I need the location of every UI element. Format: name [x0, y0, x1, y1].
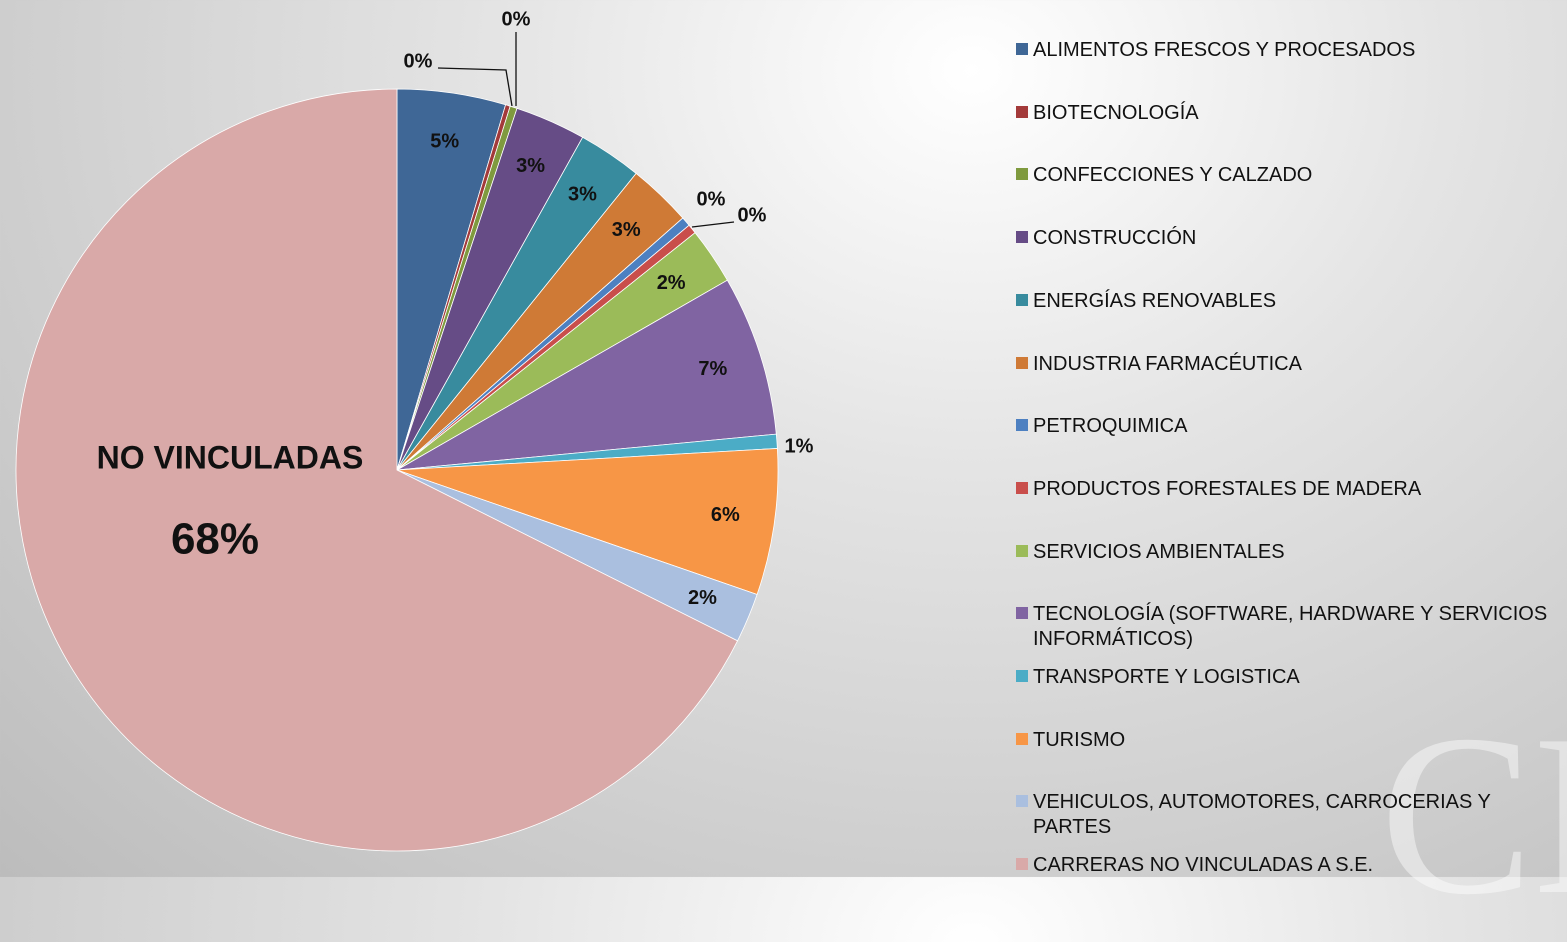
data-label: 0%: [502, 8, 531, 30]
legend-label: BIOTECNOLOGÍA: [1033, 101, 1199, 124]
data-label: 5%: [430, 130, 459, 152]
legend-item: CONFECCIONES Y CALZADO: [1016, 163, 1556, 188]
legend-label: TRANSPORTE Y LOGISTICA: [1033, 666, 1300, 688]
legend-label: TURISMO: [1033, 728, 1126, 751]
legend-item: TECNOLOGÍA (SOFTWARE, HARDWARE Y SERVICI…: [1016, 602, 1556, 652]
data-label: 7%: [698, 358, 727, 380]
pie-slice: [396, 448, 779, 596]
data-label: 68%: [171, 515, 259, 564]
legend-label: TECNOLOGÍA (SOFTWARE, HARDWARE Y SERVICI…: [1033, 603, 1548, 651]
legend-item: TURISMO: [1016, 728, 1556, 753]
leader-line: [437, 67, 513, 107]
legend-item: CARRERAS NO VINCULADAS A S.E.: [1016, 853, 1556, 878]
legend-swatch: [1016, 293, 1028, 306]
legend-label: CONSTRUCCIÓN: [1033, 227, 1197, 250]
legend-swatch: [1016, 356, 1028, 369]
legend-swatch: [1016, 858, 1028, 871]
legend-item: ALIMENTOS FRESCOS Y PROCESADOS: [1016, 38, 1556, 63]
data-label: 2%: [688, 587, 717, 609]
pie-slice: [396, 279, 777, 471]
data-label: 2%: [657, 272, 686, 294]
data-label: 6%: [711, 504, 740, 526]
legend-swatch: [1016, 544, 1028, 557]
legend-label: CARRERAS NO VINCULADAS A S.E.: [1033, 854, 1374, 877]
legend-swatch: [1016, 231, 1028, 244]
data-label: 0%: [697, 188, 726, 210]
legend-item: PETROQUIMICA: [1016, 414, 1556, 439]
data-label: 0%: [404, 50, 433, 72]
legend-swatch: [1016, 419, 1028, 432]
legend-label: ALIMENTOS FRESCOS Y PROCESADOS: [1033, 39, 1416, 61]
legend-swatch: [1016, 732, 1028, 745]
legend-item: SERVICIOS AMBIENTALES: [1016, 540, 1556, 565]
legend-swatch: [1016, 795, 1028, 808]
data-label: 3%: [516, 155, 545, 177]
legend-label: INDUSTRIA FARMACÉUTICA: [1033, 352, 1302, 375]
legend-label: SERVICIOS AMBIENTALES: [1033, 540, 1285, 563]
legend-label: VEHICULOS, AUTOMOTORES, CARROCERIAS Y PA…: [1033, 791, 1491, 839]
data-label: 3%: [612, 219, 641, 241]
legend-swatch: [1016, 481, 1028, 494]
pie-slice: [15, 88, 739, 852]
leader-line: [691, 221, 735, 228]
legend-label: PRODUCTOS FORESTALES DE MADERA: [1033, 477, 1422, 500]
data-label: 1%: [785, 435, 814, 457]
page: CE 5%0%0%3%3%3%0%0%2%7%1%6%2%NO VINCULAD…: [0, 0, 1567, 877]
legend-item: CONSTRUCCIÓN: [1016, 226, 1556, 251]
legend-label: PETROQUIMICA: [1033, 415, 1188, 438]
chart: 5% 0% 0% 3% 3% 3% 0% 0% 2% 7% 1% 6% 2% NO VINCULADAS 6…: [15, 8, 814, 852]
legend-swatch: [1016, 607, 1028, 620]
legend-swatch: [1016, 43, 1028, 55]
legend-label: CONFECCIONES Y CALZADO: [1033, 164, 1313, 187]
legend-item: ENERGÍAS RENOVABLES: [1016, 289, 1556, 314]
legend-item: BIOTECNOLOGÍA: [1016, 101, 1556, 126]
legend-item: VEHICULOS, AUTOMOTORES, CARROCERIAS Y PA…: [1016, 790, 1556, 840]
data-label: 0%: [738, 204, 767, 226]
legend-swatch: [1016, 105, 1028, 118]
legend-swatch: [1016, 670, 1028, 682]
legend-label: ENERGÍAS RENOVABLES: [1033, 289, 1277, 312]
legend-swatch: [1016, 168, 1028, 181]
slice-name: NO VINCULADAS: [97, 439, 364, 475]
legend-item: PRODUCTOS FORESTALES DE MADERA: [1016, 477, 1556, 502]
legend-item: TRANSPORTE Y LOGISTICA: [1016, 665, 1556, 690]
data-label: 3%: [568, 184, 597, 206]
legend-item: INDUSTRIA FARMACÉUTICA: [1016, 352, 1556, 377]
